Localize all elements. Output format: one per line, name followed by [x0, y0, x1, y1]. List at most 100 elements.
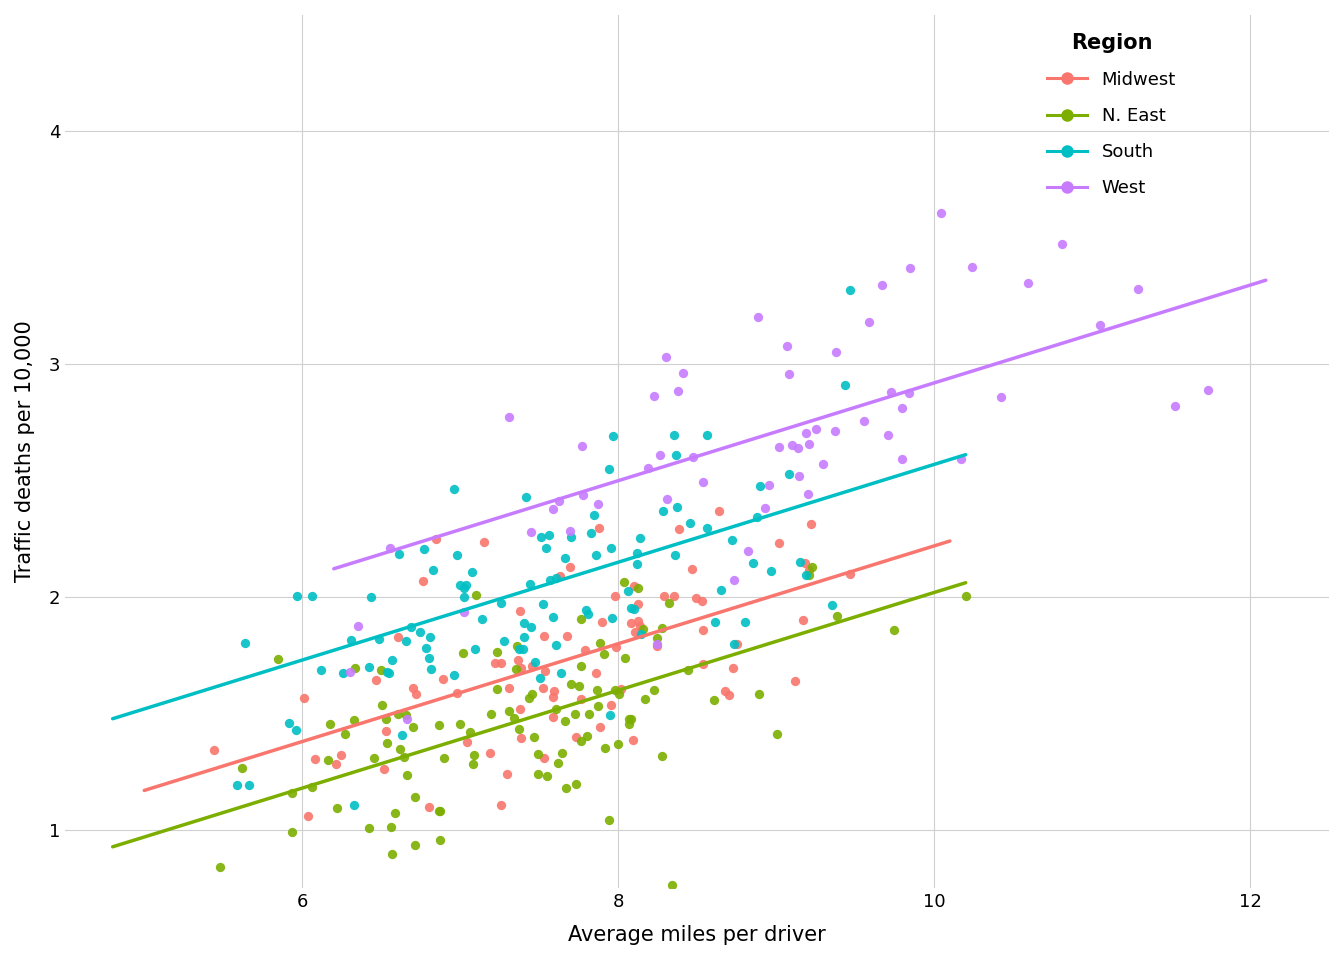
Point [543, 708, 564, 724]
Point [317, 752, 339, 767]
Point [376, 735, 398, 751]
Point [419, 629, 441, 644]
Point [573, 488, 594, 503]
Point [564, 706, 586, 721]
Point [630, 626, 652, 641]
Point [655, 349, 676, 365]
Point [589, 520, 610, 536]
Point [278, 715, 300, 731]
Point [487, 682, 508, 697]
Point [234, 636, 255, 651]
Point [520, 576, 542, 591]
Point [603, 588, 625, 604]
Point [231, 760, 253, 776]
Point [530, 670, 551, 685]
Point [599, 540, 621, 556]
Point [777, 338, 798, 353]
Point [414, 541, 435, 557]
Point [622, 732, 644, 748]
Point [462, 756, 484, 772]
Point [449, 716, 470, 732]
Point [566, 777, 587, 792]
Point [347, 618, 368, 634]
Point [634, 691, 656, 707]
Point [452, 646, 473, 661]
Point [754, 500, 775, 516]
Point [609, 686, 630, 702]
Point [617, 584, 638, 599]
Point [574, 642, 595, 658]
Point [891, 451, 913, 467]
Point [401, 619, 422, 635]
Point [521, 659, 543, 674]
Point [366, 673, 387, 688]
Point [497, 409, 519, 424]
Point [571, 692, 593, 708]
Point [374, 761, 395, 777]
Point [380, 820, 402, 835]
Point [520, 619, 542, 635]
Point [620, 600, 641, 615]
Point [371, 662, 392, 678]
Point [332, 665, 353, 681]
Point [956, 588, 977, 604]
Point [649, 447, 671, 463]
Point [456, 577, 477, 592]
Point [513, 615, 535, 631]
Point [534, 751, 555, 766]
Point [778, 467, 800, 482]
Point [798, 436, 820, 451]
Point [431, 671, 453, 686]
Point [301, 588, 323, 604]
Point [387, 630, 409, 645]
Point [403, 719, 425, 734]
Point [629, 618, 650, 634]
Point [548, 492, 570, 508]
Point [1017, 275, 1039, 290]
Point [798, 562, 820, 577]
Point [554, 713, 575, 729]
Point [465, 588, 487, 603]
Point [796, 425, 817, 441]
Point [555, 780, 577, 796]
Point [363, 751, 384, 766]
Point [560, 676, 582, 691]
Point [516, 489, 538, 504]
Point [614, 650, 636, 665]
Point [378, 665, 399, 681]
Point [453, 581, 474, 596]
Point [594, 740, 616, 756]
Point [598, 813, 620, 828]
Point [821, 597, 843, 612]
Point [556, 629, 578, 644]
Point [543, 689, 564, 705]
Point [703, 692, 724, 708]
Point [484, 655, 505, 670]
Point [406, 686, 427, 702]
Point [415, 640, 437, 656]
Point [462, 564, 484, 580]
Point [460, 724, 481, 739]
Point [930, 205, 952, 221]
Point [544, 637, 566, 653]
Point [659, 595, 680, 611]
Point [581, 525, 602, 540]
Point [794, 556, 816, 571]
Point [839, 566, 860, 582]
Point [465, 641, 487, 657]
Point [453, 605, 474, 620]
Point [652, 748, 673, 763]
Point [418, 800, 439, 815]
Point [509, 701, 531, 716]
Point [691, 593, 712, 609]
Point [480, 745, 501, 760]
Point [509, 660, 531, 675]
Point [825, 345, 847, 360]
Point [633, 621, 655, 636]
Point [388, 546, 410, 562]
Point [628, 580, 649, 595]
Point [991, 390, 1012, 405]
Point [521, 686, 543, 702]
Point [375, 711, 396, 727]
Point [446, 547, 468, 563]
